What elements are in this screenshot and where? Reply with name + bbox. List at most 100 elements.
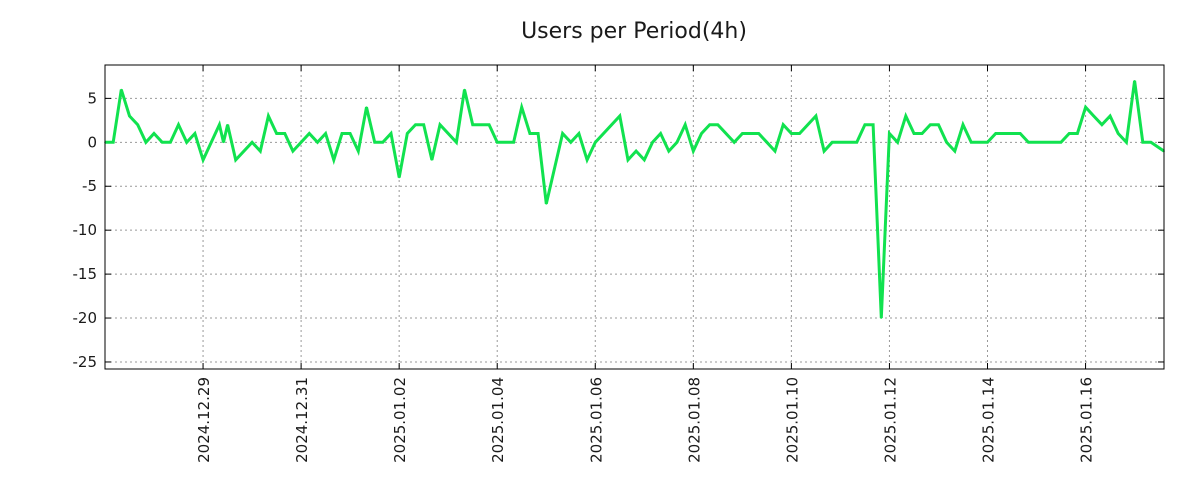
data-point [324,132,327,135]
data-point [684,123,686,126]
data-point [880,317,883,319]
data-point [904,115,907,117]
data-point [463,88,466,91]
data-point [766,141,768,144]
chart-title: Users per Period(4h) [521,19,747,44]
data-point [1150,141,1152,144]
data-point [537,132,539,135]
data-point [798,132,801,135]
data-point [431,159,433,161]
data-point [855,141,858,144]
plot-frame [104,64,1165,370]
data-point [520,106,523,108]
data-point [1101,123,1103,126]
data-point [823,150,825,152]
data-point [308,132,311,135]
data-point [717,123,719,126]
data-point [226,123,229,126]
data-point [185,141,188,144]
y-tick-label: -10 [73,221,98,239]
data-point [488,123,490,126]
data-point [815,115,817,117]
data-point [872,123,874,126]
data-point [496,141,499,144]
data-point [668,150,670,152]
data-point [782,123,785,126]
data-point [1109,115,1111,117]
data-point [145,141,147,144]
data-point [1084,106,1087,108]
data-point [954,150,956,152]
x-tick-label: 2025.01.04 [489,377,507,463]
data-point [529,132,531,135]
x-tick-label: 2025.01.06 [587,377,605,463]
data-point [635,150,637,152]
data-point [455,141,458,144]
data-point [741,132,744,135]
x-tick-label: 2025.01.10 [783,377,801,463]
data-point [365,106,368,108]
data-point [651,141,654,144]
data-point [594,141,597,144]
data-point [390,132,392,135]
data-point [112,141,114,144]
data-point [512,141,515,144]
y-tick-label: -5 [82,177,97,195]
data-point [994,132,997,135]
data-point [251,141,253,144]
data-point [267,115,270,117]
data-point [1019,132,1021,135]
data-point [398,176,400,179]
x-axis: 2024.12.29 2024.12.31 2025.01.02 2025.01.04… [195,65,1096,463]
y-tick-label: -25 [73,353,98,371]
data-point [357,150,360,152]
data-point [349,132,351,135]
data-point [659,132,662,135]
data-point [202,159,204,161]
data-point [929,123,932,126]
x-tick-label: 2025.01.16 [1078,377,1096,463]
data-point [578,132,580,135]
data-point [757,132,760,135]
data-point [692,150,695,152]
series-layer [104,80,1165,319]
data-point [177,123,180,126]
data-point [422,123,425,126]
data-point [1141,141,1144,144]
data-point [896,141,899,144]
data-point [128,115,131,117]
data-point [864,123,866,126]
y-tick-label: 5 [87,89,97,107]
data-point [561,132,564,135]
y-tick-label: 0 [87,133,97,151]
data-point [292,150,294,152]
data-point [790,132,793,135]
data-point [161,141,163,144]
data-point [275,132,278,135]
data-point [1027,141,1030,144]
data-point [480,123,482,126]
data-point [234,159,237,161]
data-point [1060,141,1062,144]
data-point [1076,132,1079,135]
data-point [627,159,629,161]
x-tick-label: 2024.12.29 [195,377,213,463]
data-point [962,123,964,126]
data-point [373,141,376,144]
x-tick-label: 2025.01.08 [685,377,703,463]
data-point [986,141,989,144]
data-point [1133,80,1136,82]
data-point [970,141,972,144]
data-point [708,123,711,126]
data-point [1092,115,1095,117]
x-tick-label: 2025.01.02 [391,377,409,463]
data-point [733,141,735,144]
data-point [332,159,335,161]
x-tick-label: 2025.01.14 [980,377,998,463]
data-point [341,132,343,135]
data-point [888,132,891,135]
y-tick-label: -20 [73,309,98,327]
data-point [545,203,548,205]
data-point [136,123,139,126]
